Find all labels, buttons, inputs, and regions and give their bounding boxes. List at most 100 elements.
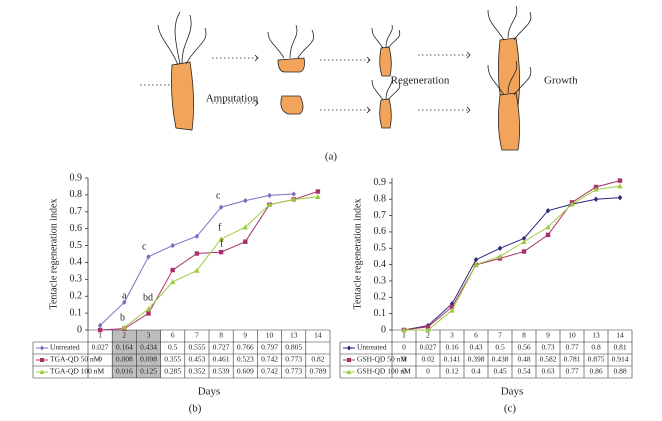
tentacles bbox=[267, 24, 314, 59]
legend-label: TGA-QD 100 nM bbox=[50, 367, 104, 376]
y-tick-label: 0.7 bbox=[374, 210, 387, 221]
table-value: 0.742 bbox=[261, 367, 278, 376]
table-value: 0.12 bbox=[445, 367, 458, 376]
tentacles bbox=[157, 11, 207, 66]
table-value: 0.4 bbox=[471, 367, 481, 376]
table-value: 0 bbox=[426, 367, 430, 376]
marker bbox=[146, 311, 151, 316]
diagram-label: Regeneration bbox=[391, 75, 450, 87]
table-value: 0.73 bbox=[541, 343, 554, 352]
x-tick-label: 13 bbox=[592, 331, 600, 340]
table-value: 0.02 bbox=[421, 355, 434, 364]
table-value: 0.5 bbox=[495, 343, 505, 352]
table-value: 0.285 bbox=[164, 367, 181, 376]
marker bbox=[97, 327, 103, 333]
marker bbox=[497, 245, 503, 251]
table-value: 0.539 bbox=[213, 367, 230, 376]
table-value: 0.43 bbox=[469, 343, 482, 352]
marker bbox=[569, 201, 575, 207]
panel-label: (c) bbox=[504, 403, 517, 415]
y-tick-label: 0 bbox=[77, 324, 82, 335]
table-value: 0 bbox=[402, 367, 406, 376]
marker bbox=[497, 253, 503, 259]
legend-label: GSH-QD 100 nM bbox=[357, 367, 411, 376]
hydra bbox=[171, 61, 194, 131]
x-tick-label: 13 bbox=[290, 331, 298, 340]
tentacles bbox=[487, 5, 532, 41]
table-value: 0.56 bbox=[517, 343, 530, 352]
series-line bbox=[403, 180, 621, 331]
arrows bbox=[140, 54, 470, 111]
x-tick-label: 9 bbox=[546, 331, 550, 340]
table-value: 0.008 bbox=[116, 355, 133, 364]
x-tick-label: 10 bbox=[568, 331, 576, 340]
table-value: 0.742 bbox=[261, 355, 278, 364]
y-tick-label: 0.1 bbox=[70, 307, 83, 318]
table-value: 0 bbox=[98, 355, 102, 364]
table-value: 0.727 bbox=[213, 343, 230, 352]
marker bbox=[449, 304, 455, 310]
series-line bbox=[404, 185, 621, 331]
x-tick-label: 1 bbox=[98, 331, 102, 340]
marker bbox=[521, 235, 527, 242]
table-value: 0.45 bbox=[493, 367, 506, 376]
annotation: f bbox=[218, 222, 222, 233]
marker bbox=[617, 178, 623, 183]
y-tick-label: 0.9 bbox=[70, 172, 83, 183]
marker bbox=[145, 306, 152, 312]
marker bbox=[425, 324, 431, 329]
marker bbox=[545, 207, 551, 214]
marker bbox=[218, 249, 224, 255]
marker bbox=[146, 254, 151, 260]
table-value: 0.461 bbox=[213, 355, 230, 364]
marker bbox=[449, 307, 455, 313]
table-value: 0.8 bbox=[591, 343, 601, 352]
annotation: f bbox=[220, 238, 224, 249]
annotation: c bbox=[142, 241, 147, 252]
legend-marker bbox=[39, 369, 45, 374]
hydra bbox=[379, 98, 392, 129]
marker bbox=[473, 261, 479, 267]
marker bbox=[218, 236, 224, 242]
x-tick-label: 8 bbox=[522, 331, 526, 340]
marker bbox=[242, 224, 248, 230]
tentacles bbox=[371, 24, 401, 49]
marker bbox=[593, 186, 599, 192]
y-tick-label: 0 bbox=[381, 324, 386, 335]
marker bbox=[291, 191, 296, 197]
legend-label: TGA-QD 50 nM bbox=[50, 355, 101, 364]
y-tick-label: 0.7 bbox=[70, 206, 83, 217]
x-tick-label: 2 bbox=[426, 331, 430, 340]
annotation: b bbox=[120, 312, 125, 323]
marker bbox=[267, 192, 272, 199]
hydra bbox=[379, 46, 392, 77]
y-axis-label: Tentacle regeneration index bbox=[352, 199, 363, 310]
x-tick-label: 3 bbox=[147, 331, 151, 340]
x-tick-label: 6 bbox=[171, 331, 175, 340]
table-value: 0.027 bbox=[420, 343, 437, 352]
hydra-body bbox=[280, 95, 304, 115]
marker bbox=[266, 201, 273, 207]
y-tick-label: 0.8 bbox=[374, 194, 387, 205]
legend-label: GSH-QD 50 nM bbox=[357, 355, 407, 364]
series-line bbox=[123, 196, 318, 328]
y-tick-label: 0.2 bbox=[374, 292, 387, 303]
table-value: 0.352 bbox=[188, 367, 205, 376]
x-tick-label: 7 bbox=[195, 331, 199, 340]
table-value: 0.098 bbox=[140, 355, 157, 364]
hydra-head bbox=[277, 57, 305, 73]
table-value: 0.789 bbox=[309, 367, 326, 376]
table-value: 0.434 bbox=[140, 343, 157, 352]
marker bbox=[218, 204, 224, 210]
marker bbox=[315, 189, 321, 194]
series-line bbox=[403, 197, 621, 331]
table-value: 0.82 bbox=[311, 355, 324, 364]
diagram-label: Growth bbox=[544, 75, 578, 87]
table-value: 0.141 bbox=[444, 355, 461, 364]
x-tick-label: 8 bbox=[219, 331, 223, 340]
marker bbox=[194, 251, 200, 256]
table-value: 0.805 bbox=[285, 343, 302, 352]
table-value: 0.797 bbox=[261, 343, 278, 352]
marker bbox=[521, 249, 527, 254]
